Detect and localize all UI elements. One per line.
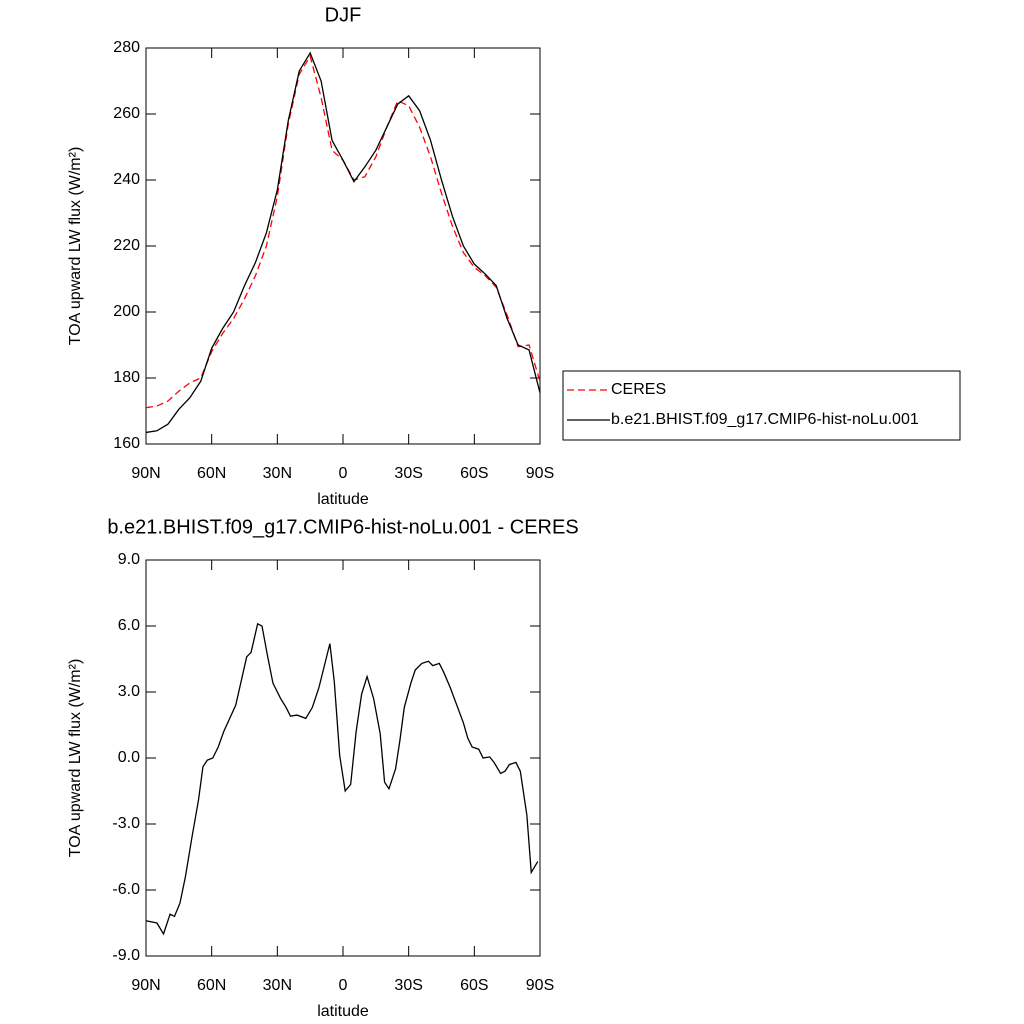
x-tick-label: 90N (131, 977, 160, 994)
y-tick-label: 260 (113, 105, 140, 122)
x-tick-label: 60N (197, 977, 226, 994)
x-axis-label: latitude (317, 491, 369, 508)
y-tick-label: 3.0 (118, 683, 140, 700)
y-axis-label: TOA upward LW flux (W/m²) (67, 659, 84, 858)
x-tick-label: 60N (197, 465, 226, 482)
x-tick-label: 30N (263, 465, 292, 482)
y-tick-label: 220 (113, 237, 140, 254)
y-tick-label: -3.0 (112, 815, 140, 832)
x-tick-label: 30S (394, 465, 422, 482)
x-tick-label: 60S (460, 977, 488, 994)
y-tick-label: -9.0 (112, 947, 140, 964)
x-tick-label: 0 (339, 465, 348, 482)
x-tick-label: 0 (339, 977, 348, 994)
y-tick-label: 9.0 (118, 551, 140, 568)
legend-label: CERES (611, 381, 666, 398)
y-tick-label: 280 (113, 39, 140, 56)
x-tick-label: 30N (263, 977, 292, 994)
x-tick-label: 90S (526, 465, 554, 482)
chart-title: b.e21.BHIST.f09_g17.CMIP6-hist-noLu.001 … (107, 516, 578, 538)
chart-title: DJF (325, 4, 362, 26)
y-tick-label: 160 (113, 435, 140, 452)
x-tick-label: 90S (526, 977, 554, 994)
y-tick-label: 240 (113, 171, 140, 188)
data-line (145, 622, 539, 936)
legend: CERES b.e21.BHIST.f09_g17.CMIP6-hist-noLu… (562, 370, 961, 441)
x-axis-label: latitude (317, 1003, 369, 1020)
x-tick-label: 30S (394, 977, 422, 994)
data-line (145, 51, 541, 434)
legend-label: b.e21.BHIST.f09_g17.CMIP6-hist-noLu.001 (611, 411, 919, 428)
y-tick-label: -6.0 (112, 881, 140, 898)
x-tick-label: 90N (131, 465, 160, 482)
y-tick-label: 0.0 (118, 749, 140, 766)
y-tick-label: 6.0 (118, 617, 140, 634)
legend-box (562, 370, 961, 441)
y-axis-label: TOA upward LW flux (W/m²) (67, 147, 84, 346)
x-tick-label: 60S (460, 465, 488, 482)
y-tick-label: 180 (113, 369, 140, 386)
y-tick-label: 200 (113, 303, 140, 320)
